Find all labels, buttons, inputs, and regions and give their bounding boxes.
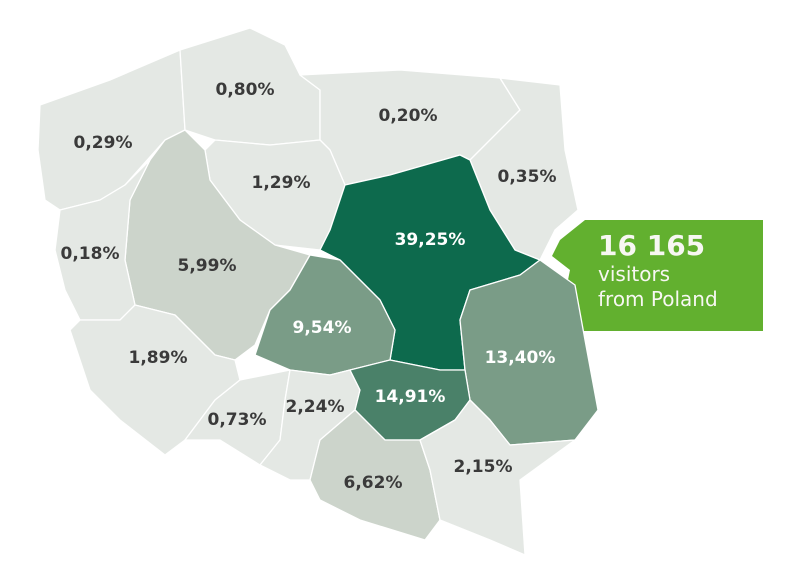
region-share-label: 39,25%	[395, 230, 466, 250]
region-share-label: 0,18%	[61, 244, 120, 264]
visitors-callout-box	[552, 220, 763, 331]
region-share-label: 0,35%	[498, 167, 557, 187]
region-share-label: 9,54%	[293, 318, 352, 338]
visitor-count: 16 165	[598, 229, 706, 262]
region-share-label: 0,29%	[74, 133, 133, 153]
region-share-label: 14,91%	[375, 387, 446, 407]
from-poland-label: from Poland	[598, 287, 718, 311]
visitors-label: visitors	[598, 262, 671, 286]
region-share-label: 1,89%	[129, 348, 188, 368]
region-share-label: 0,80%	[216, 80, 275, 100]
region-share-label: 5,99%	[178, 256, 237, 276]
region-share-label: 13,40%	[485, 348, 556, 368]
visitors-callout: 16 165 visitors from Poland	[598, 232, 718, 312]
region-share-label: 6,62%	[344, 473, 403, 493]
region-share-label: 1,29%	[252, 173, 311, 193]
region-share-label: 2,15%	[454, 457, 513, 477]
map-region	[54, 159, 151, 321]
region-share-label: 0,20%	[379, 106, 438, 126]
region-share-label: 2,24%	[286, 397, 345, 417]
map-region	[419, 399, 576, 556]
region-share-label: 0,73%	[208, 410, 267, 430]
